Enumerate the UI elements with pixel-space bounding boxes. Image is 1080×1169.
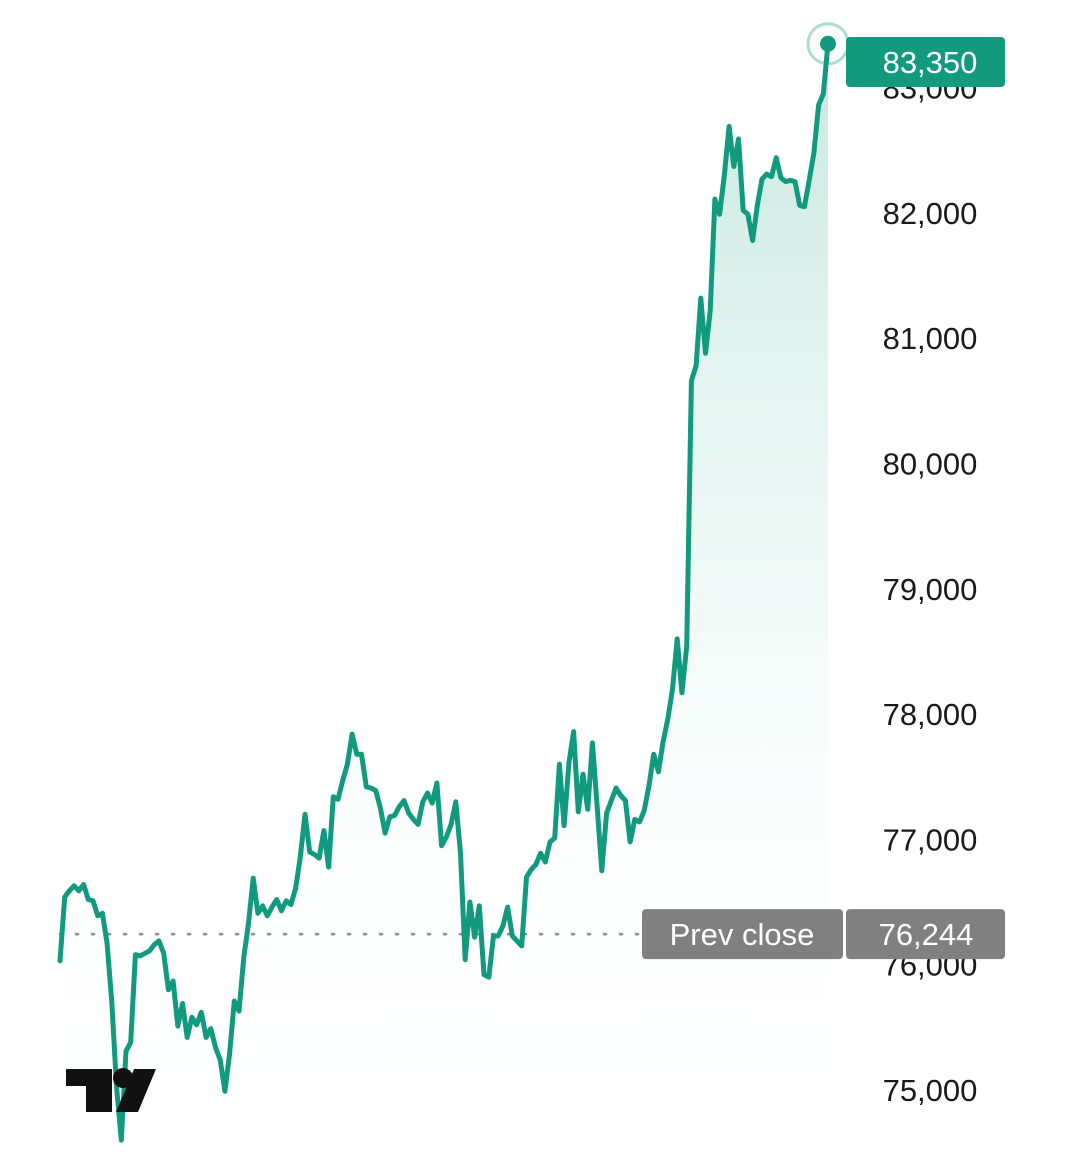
last-point-marker [820, 35, 836, 52]
y-axis: 75,00076,00077,00078,00079,00080,00081,0… [883, 71, 978, 1108]
y-tick-label: 82,000 [883, 196, 978, 231]
y-tick-label: 77,000 [883, 822, 978, 857]
last-price-box [846, 37, 1005, 87]
plot-area [57, 22, 850, 1151]
price-area-fill [60, 43, 828, 1151]
y-tick-label: 81,000 [883, 321, 978, 356]
y-tick-label: 78,000 [883, 697, 978, 732]
last-price-tag: 83,350 [846, 37, 1005, 87]
y-tick-label: 75,000 [883, 1073, 978, 1108]
prev-close-tag: Prev close 76,244 [642, 909, 1005, 960]
prev-close-value: 76,244 [879, 917, 974, 952]
last-price-value: 83,350 [883, 45, 978, 80]
y-tick-label: 79,000 [883, 572, 978, 607]
prev-close-label: Prev close [670, 917, 815, 952]
tradingview-logo-icon [66, 1068, 156, 1112]
prev-close-value-box [846, 909, 1005, 960]
price-line [57, 41, 831, 1143]
prev-close-label-box [642, 909, 843, 960]
y-tick-label: 80,000 [883, 447, 978, 482]
